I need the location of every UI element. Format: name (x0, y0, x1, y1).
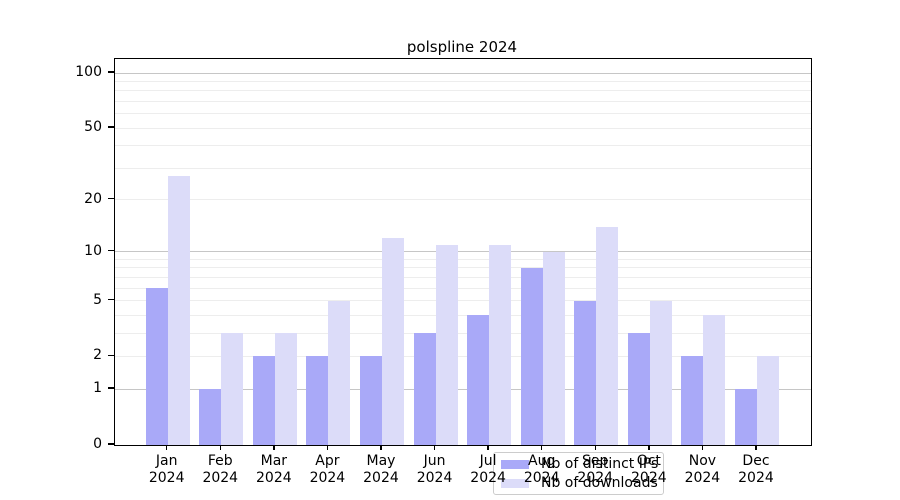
bar-downloads-oct (649, 300, 672, 445)
x-tick-label-may: May 2024 (363, 453, 399, 486)
y-tick-label: 0 (93, 436, 102, 452)
x-tick-label-jul: Jul 2024 (470, 453, 506, 486)
bar-ips-aug (520, 267, 543, 445)
bar-downloads-mar (274, 333, 297, 445)
chart-title: polspline 2024 (406, 38, 518, 56)
bar-ips-jan (145, 288, 168, 445)
bar-ips-sep (574, 300, 597, 445)
x-tick-label-sep: Sep 2024 (577, 453, 614, 486)
gridline-minor (115, 127, 811, 129)
bar-downloads-sep (596, 226, 619, 445)
gridline-minor (115, 167, 811, 169)
gridline-minor (115, 100, 811, 102)
bar-downloads-jan (167, 176, 190, 445)
bar-downloads-dec (756, 356, 779, 445)
y-tick (108, 354, 114, 357)
x-tick (165, 445, 168, 450)
x-tick-label-feb: Feb 2024 (202, 453, 239, 486)
bar-downloads-jun (435, 244, 458, 445)
gridline-minor (115, 314, 811, 316)
y-tick (108, 387, 114, 389)
gridline-major (115, 72, 811, 74)
gridline-minor (115, 145, 811, 147)
bar-downloads-aug (542, 251, 565, 445)
x-tick (219, 445, 222, 450)
plot-area: Nb of distinct IPs Nb of downloads (114, 58, 812, 495)
gridline-major (115, 388, 811, 390)
x-tick-label-apr: Apr 2024 (309, 453, 346, 486)
gridline-minor (115, 355, 811, 357)
x-tick-label-jan: Jan 2024 (148, 453, 185, 486)
legend-label: Nb of distinct IPs (541, 455, 659, 472)
bar-ips-feb (199, 389, 222, 445)
bar-downloads-jul (489, 244, 512, 445)
x-tick-label-jun: Jun 2024 (416, 453, 453, 486)
ips-color-swatch (501, 459, 529, 469)
bar-downloads-apr (328, 300, 351, 445)
bar-ips-apr (306, 356, 329, 445)
y-tick (108, 197, 114, 200)
gridline-minor (115, 80, 811, 82)
y-tick (108, 126, 114, 128)
legend-item-distinct-ips: Nb of distinct IPs (494, 455, 663, 472)
legend-label: Nb of downloads (541, 474, 658, 491)
y-tick (108, 443, 114, 445)
gridline-minor (115, 332, 811, 334)
gridline-minor (115, 300, 811, 302)
bar-ips-nov (681, 356, 704, 445)
x-tick (701, 445, 704, 450)
gridline-minor (115, 287, 811, 289)
bar-downloads-nov (703, 315, 726, 445)
x-tick (648, 445, 650, 450)
gridline-minor (115, 199, 811, 201)
gridline-minor (115, 276, 811, 278)
x-tick-label-nov: Nov 2024 (684, 453, 721, 486)
bar-ips-may (359, 356, 382, 445)
y-tick-label: 1 (93, 380, 102, 397)
gridline-minor (115, 267, 811, 269)
bar-downloads-feb (221, 333, 244, 445)
downloads-color-swatch (501, 478, 529, 488)
x-tick (594, 445, 596, 450)
bar-ips-dec (734, 389, 757, 445)
y-tick (108, 298, 114, 301)
x-tick (273, 445, 275, 450)
x-tick (380, 445, 382, 450)
bar-ips-jul (467, 315, 490, 445)
y-tick-label: 100 (75, 64, 102, 81)
x-tick-label-dec: Dec 2024 (738, 453, 774, 486)
x-tick (487, 445, 489, 450)
gridline-minor (115, 258, 811, 260)
y-tick (108, 71, 114, 73)
gridline-minor (115, 113, 811, 115)
gridline-minor (115, 90, 811, 92)
bar-ips-jun (413, 333, 436, 445)
x-tick (755, 445, 757, 450)
bar-ips-mar (252, 356, 275, 445)
y-tick-label: 50 (84, 119, 102, 136)
x-tick-label-aug: Aug 2024 (523, 453, 560, 486)
legend-item-downloads: Nb of downloads (494, 474, 663, 491)
y-tick (108, 249, 114, 252)
gridline-major (115, 251, 811, 253)
x-tick (433, 445, 436, 450)
y-tick-label: 10 (84, 242, 102, 259)
x-tick-label-mar: Mar 2024 (256, 453, 292, 486)
y-tick-label: 2 (93, 347, 102, 364)
bar-ips-oct (627, 333, 650, 445)
x-tick-label-oct: Oct 2024 (631, 453, 667, 486)
x-tick (540, 445, 543, 450)
bar-downloads-may (381, 238, 404, 445)
y-tick-label: 20 (84, 190, 102, 207)
y-tick-label: 5 (93, 291, 102, 308)
legend: Nb of distinct IPs Nb of downloads (493, 452, 664, 495)
x-tick (326, 445, 329, 450)
